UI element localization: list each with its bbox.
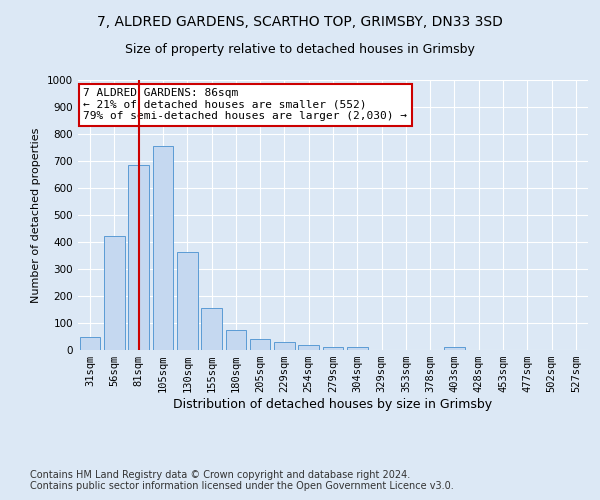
Bar xyxy=(226,330,246,350)
Bar xyxy=(444,348,465,350)
Bar xyxy=(323,347,343,350)
Bar xyxy=(152,146,173,350)
X-axis label: Distribution of detached houses by size in Grimsby: Distribution of detached houses by size … xyxy=(173,398,493,411)
Y-axis label: Number of detached properties: Number of detached properties xyxy=(31,128,41,302)
Text: Contains HM Land Registry data © Crown copyright and database right 2024.: Contains HM Land Registry data © Crown c… xyxy=(30,470,410,480)
Bar xyxy=(104,236,125,350)
Bar xyxy=(298,345,319,350)
Bar xyxy=(201,308,222,350)
Bar xyxy=(128,165,149,350)
Text: Size of property relative to detached houses in Grimsby: Size of property relative to detached ho… xyxy=(125,42,475,56)
Text: 7 ALDRED GARDENS: 86sqm
← 21% of detached houses are smaller (552)
79% of semi-d: 7 ALDRED GARDENS: 86sqm ← 21% of detache… xyxy=(83,88,407,122)
Text: Contains public sector information licensed under the Open Government Licence v3: Contains public sector information licen… xyxy=(30,481,454,491)
Bar xyxy=(347,348,368,350)
Bar xyxy=(274,342,295,350)
Bar xyxy=(80,336,100,350)
Bar xyxy=(250,338,271,350)
Text: 7, ALDRED GARDENS, SCARTHO TOP, GRIMSBY, DN33 3SD: 7, ALDRED GARDENS, SCARTHO TOP, GRIMSBY,… xyxy=(97,15,503,29)
Bar xyxy=(177,252,197,350)
